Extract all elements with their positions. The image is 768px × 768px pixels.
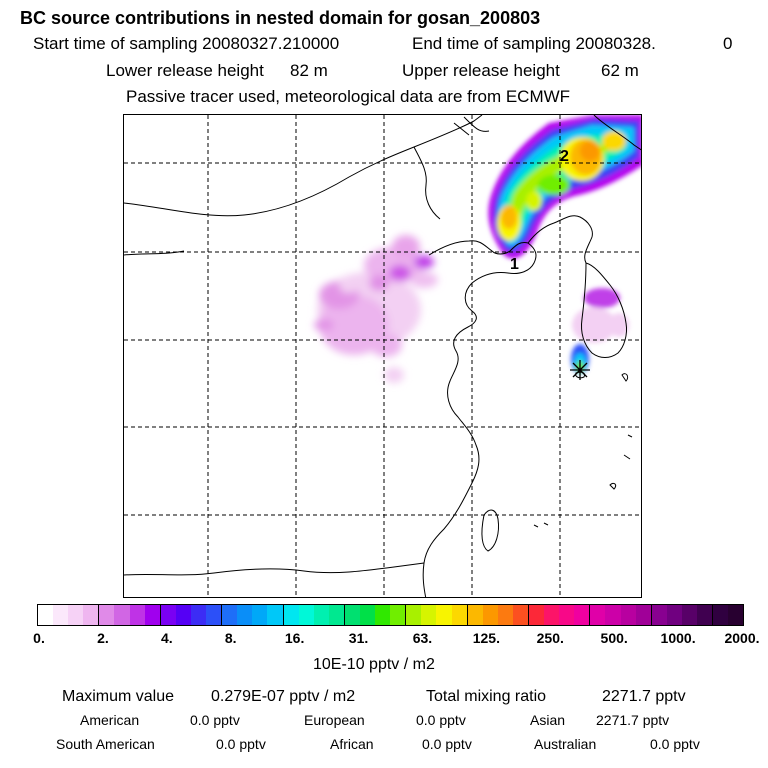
colorbar-tick-label: 500.: [600, 630, 628, 646]
colorbar-swatch: [451, 605, 468, 625]
colorbar-swatch: [390, 605, 407, 625]
colorbar-swatch: [298, 605, 314, 625]
colorbar-swatch: [99, 605, 115, 625]
source-australian-value: 0.0 pptv: [650, 736, 700, 752]
map-canvas: 1 2: [124, 115, 641, 597]
colorbar: [37, 604, 744, 626]
source-australian-label: Australian: [534, 736, 597, 752]
colorbar-swatch: [620, 605, 636, 625]
colorbar-unit: 10E-10 pptv / m2: [313, 656, 435, 673]
colorbar-swatch: [467, 605, 483, 625]
receptor-star-icon: [570, 360, 590, 380]
colorbar-tick-label: 1000.: [660, 630, 696, 646]
colorbar-tick-label: 0.: [33, 630, 45, 646]
colorbar-tick-label: 4.: [160, 630, 173, 646]
colorbar-tick-label: 31.: [348, 630, 369, 646]
colorbar-swatch: [252, 605, 268, 625]
upper-release-label: Upper release height: [402, 61, 560, 80]
colorbar-swatch: [529, 605, 545, 625]
colorbar-swatch: [681, 605, 698, 625]
colorbar-swatch: [590, 605, 606, 625]
source-african-value: 0.0 pptv: [422, 736, 472, 752]
colorbar-swatch: [114, 605, 130, 625]
colorbar-swatch: [160, 605, 176, 625]
source-south-american-value: 0.0 pptv: [216, 736, 266, 752]
colorbar-swatch: [283, 605, 299, 625]
marker-1-label: 1: [510, 256, 519, 273]
colorbar-swatch: [144, 605, 161, 625]
inland-plume: [314, 235, 438, 383]
coastlines: [124, 115, 641, 597]
total-mixing-value: 2271.7 pptv: [602, 688, 686, 705]
colorbar-swatch: [421, 605, 437, 625]
tracer-note: Passive tracer used, meteorological data…: [126, 87, 571, 106]
colorbar-swatch: [328, 605, 345, 625]
colorbar-swatch: [651, 605, 667, 625]
colorbar-swatch: [237, 605, 253, 625]
colorbar-swatch: [313, 605, 329, 625]
lat-lon-grid: [124, 115, 641, 597]
colorbar-tick-label: 16.: [284, 630, 305, 646]
total-mixing-label: Total mixing ratio: [426, 688, 547, 705]
colorbar-swatch: [605, 605, 621, 625]
source-american-label: American: [80, 712, 140, 728]
max-value: 0.279E-07 pptv / m2: [211, 688, 356, 705]
colorbar-swatch: [344, 605, 360, 625]
colorbar-swatch: [222, 605, 238, 625]
colorbar-swatch: [83, 605, 100, 625]
colorbar-swatch: [713, 605, 729, 625]
colorbar-swatch: [497, 605, 513, 625]
colorbar-tick-label: 2.: [97, 630, 109, 646]
map-title: BC source contributions in nested domain…: [20, 8, 541, 28]
end-time: End time of sampling 20080328.: [412, 34, 656, 53]
max-value-label: Maximum value: [62, 688, 175, 705]
colorbar-swatch: [697, 605, 714, 625]
map-panel: 1 2: [123, 114, 642, 598]
lower-release-value: 82 m: [290, 61, 328, 80]
northeast-plume: [488, 115, 641, 259]
colorbar-tick-label: 63.: [412, 630, 433, 646]
source-european-label: European: [304, 712, 365, 728]
source-asian-label: Asian: [530, 712, 566, 728]
colorbar-swatch: [359, 605, 376, 625]
colorbar-swatch: [512, 605, 529, 625]
colorbar-swatch: [559, 605, 575, 625]
source-european-value: 0.0 pptv: [416, 712, 466, 728]
marker-2-label: 2: [560, 148, 569, 165]
colorbar-swatch: [129, 605, 145, 625]
colorbar-swatch: [436, 605, 452, 625]
colorbar-swatch: [482, 605, 498, 625]
upper-release-value: 62 m: [601, 61, 639, 80]
korea-plume: [572, 288, 629, 343]
colorbar-tick-label: 2000.: [724, 630, 760, 646]
colorbar-swatch: [574, 605, 591, 625]
colorbar-swatch: [544, 605, 560, 625]
colorbar-tick-label: 8.: [224, 630, 237, 646]
colorbar-swatch: [635, 605, 652, 625]
colorbar-swatch: [38, 605, 54, 625]
source-american-value: 0.0 pptv: [190, 712, 240, 728]
colorbar-swatch: [666, 605, 682, 625]
colorbar-tick-label: 250.: [536, 630, 564, 646]
source-south-american-label: South American: [56, 736, 155, 752]
lower-release-label: Lower release height: [106, 61, 264, 80]
colorbar-swatch: [206, 605, 223, 625]
source-asian-value: 2271.7 pptv: [596, 712, 670, 728]
colorbar-swatch: [728, 605, 744, 625]
start-time: Start time of sampling 20080327.210000: [33, 34, 340, 53]
colorbar-swatch: [267, 605, 284, 625]
end-time-value: 0: [723, 34, 733, 53]
colorbar-swatch: [175, 605, 191, 625]
colorbar-swatch: [406, 605, 422, 625]
colorbar-swatch: [68, 605, 84, 625]
colorbar-swatch: [53, 605, 69, 625]
colorbar-swatch: [190, 605, 207, 625]
colorbar-tick-label: 125.: [472, 630, 500, 646]
colorbar-swatch: [375, 605, 391, 625]
source-african-label: African: [330, 736, 374, 752]
